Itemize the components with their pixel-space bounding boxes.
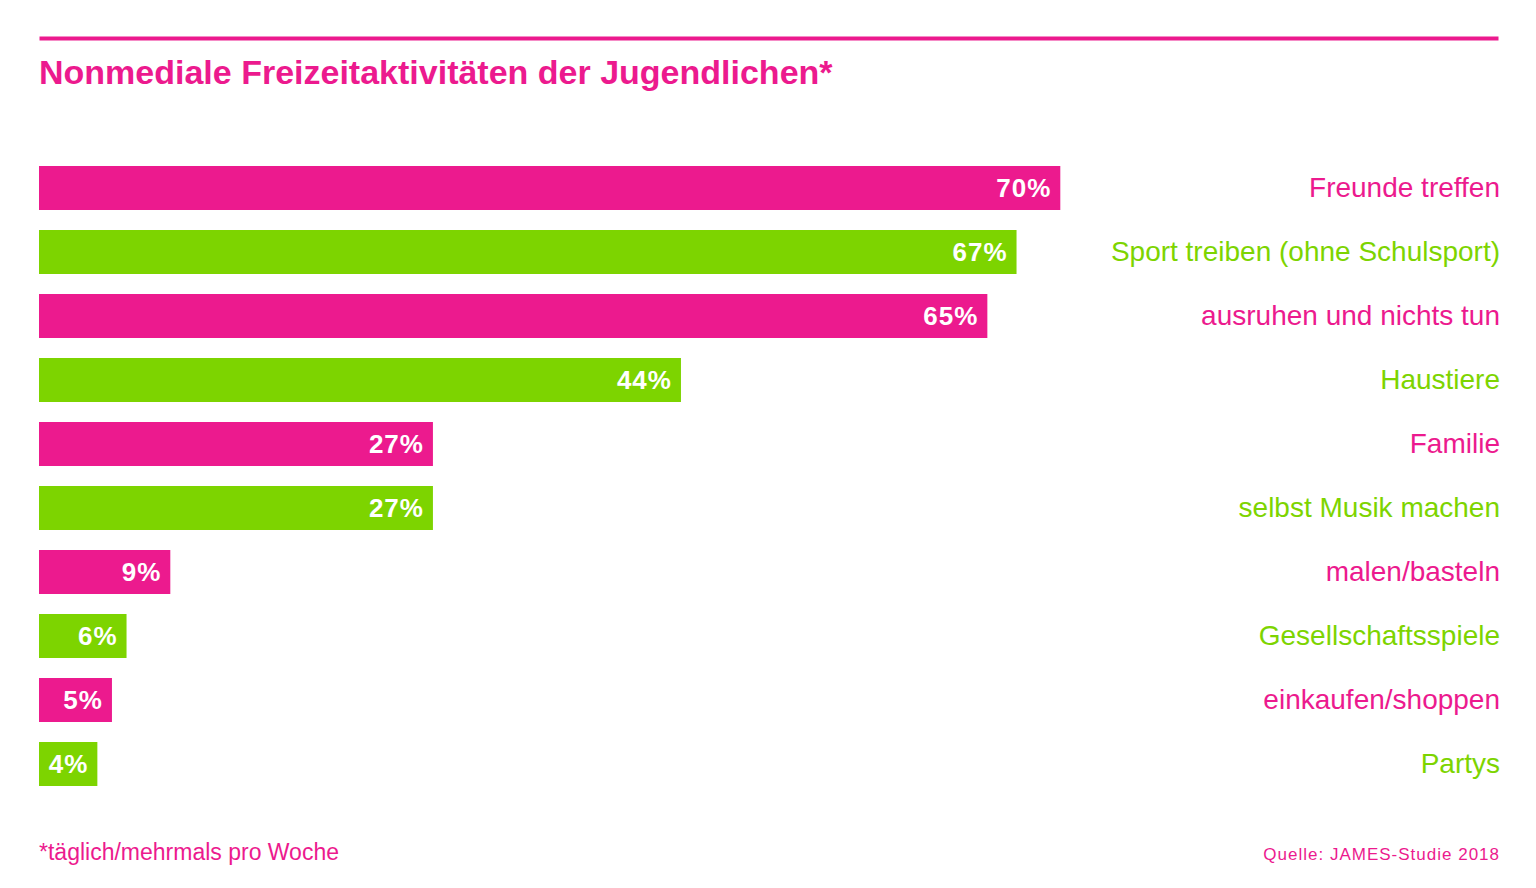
data-labels: 70% 67% 65% 44% 27% 27% 9% 6% 5% 4% (49, 173, 1052, 779)
data-label: 4% (49, 749, 89, 779)
bar (39, 422, 433, 466)
tick: ausruhen und nichts tun (1201, 300, 1500, 331)
axis-line (40, 37, 1499, 41)
tick: selbst Musik machen (1239, 492, 1500, 523)
data-label: 5% (63, 685, 103, 715)
tick-label: Haustiere (1380, 364, 1500, 395)
bar (39, 742, 97, 786)
y-axis: Freunde treffen Sport treiben (ohne Schul… (1111, 172, 1500, 779)
data-label: 27% (369, 493, 424, 523)
bars (39, 166, 1060, 786)
tick-label: Gesellschaftsspiele (1259, 620, 1500, 651)
tick-label: Familie (1410, 428, 1500, 459)
tick: malen/basteln (1326, 556, 1500, 587)
tick-label: einkaufen/shoppen (1263, 684, 1500, 715)
data-label: 67% (952, 237, 1007, 267)
data-label: 27% (369, 429, 424, 459)
tick: Familie (1410, 428, 1500, 459)
bar (39, 230, 1017, 274)
tick-label: Sport treiben (ohne Schulsport) (1111, 236, 1500, 267)
bar (39, 294, 987, 338)
tick-label: malen/basteln (1326, 556, 1500, 587)
data-label: 9% (122, 557, 162, 587)
tick-label: Partys (1421, 748, 1500, 779)
tick: Partys (1421, 748, 1500, 779)
data-label: 6% (78, 621, 118, 651)
title: Nonmediale Freizeitaktivitäten der Jugen… (39, 53, 833, 91)
tick: Haustiere (1380, 364, 1500, 395)
tick: Freunde treffen (1309, 172, 1500, 203)
bar (39, 678, 112, 722)
tick: Gesellschaftsspiele (1259, 620, 1500, 651)
footnote: *täglich/mehrmals pro Woche (39, 839, 339, 865)
bar (39, 550, 170, 594)
data-label: 44% (617, 365, 672, 395)
data-label: 65% (923, 301, 978, 331)
tick: einkaufen/shoppen (1263, 684, 1500, 715)
source: Quelle: JAMES-Studie 2018 (1263, 845, 1500, 864)
bar (39, 486, 433, 530)
chart: Nonmediale Freizeitaktivitäten der Jugen… (0, 0, 1536, 888)
tick-label: Freunde treffen (1309, 172, 1500, 203)
tick-label: selbst Musik machen (1239, 492, 1500, 523)
data-label: 70% (996, 173, 1051, 203)
bar (39, 358, 681, 402)
bar (39, 614, 127, 658)
tick: Sport treiben (ohne Schulsport) (1111, 236, 1500, 267)
tick-label: ausruhen und nichts tun (1201, 300, 1500, 331)
bar (39, 166, 1060, 210)
x-axis (40, 38, 1499, 39)
